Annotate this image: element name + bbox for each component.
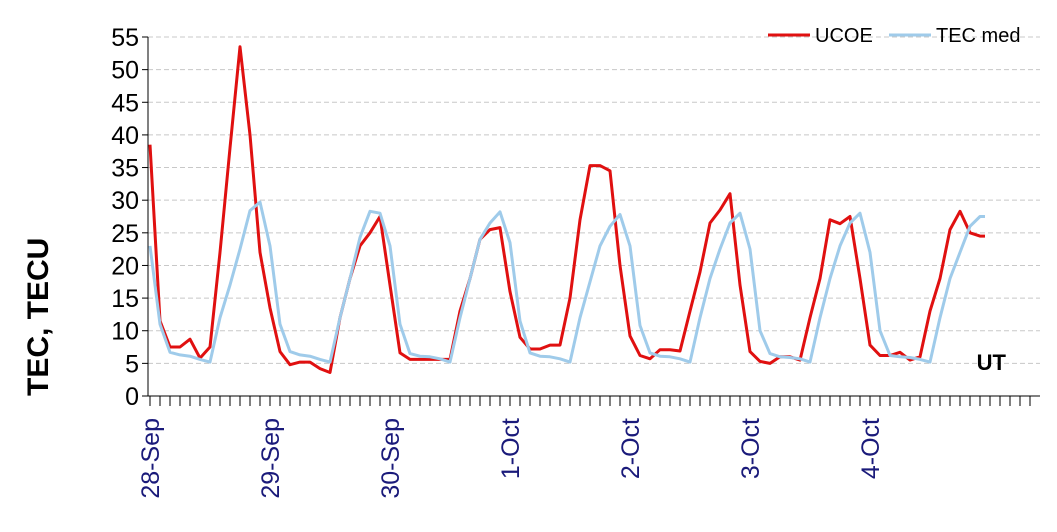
y-tick-labels: 0 5 10 15 20 25 30 35 40 45 50 55: [111, 24, 139, 411]
x-tick-label: 2-Oct: [617, 418, 645, 479]
y-tick-label: 55: [111, 24, 139, 52]
series-line-ucoe: [148, 45, 985, 374]
x-tick-label: 4-Oct: [857, 418, 885, 479]
series-lines: [148, 45, 985, 374]
series-line-tec-med: [148, 200, 985, 364]
x-axis-label: UT: [977, 350, 1007, 375]
y-tick-label: 10: [111, 318, 139, 346]
x-tick-label: 3-Oct: [737, 418, 765, 479]
x-tick-labels: 28-Sep 29-Sep 30-Sep 1-Oct 2-Oct 3-Oct 4-Oct: [137, 418, 885, 499]
axes: [142, 36, 1040, 406]
y-tick-label: 25: [111, 220, 139, 248]
gridlines: [148, 36, 1040, 364]
legend-label: TEC med: [936, 25, 1020, 47]
y-tick-label: 0: [125, 383, 139, 411]
x-tick-label: 30-Sep: [377, 418, 405, 499]
y-tick-label: 5: [125, 350, 139, 378]
x-tick-label: 29-Sep: [257, 418, 285, 499]
y-tick-label: 45: [111, 89, 139, 117]
x-tick-label: 28-Sep: [137, 418, 165, 499]
legend-label: UCOE: [815, 25, 873, 47]
y-axis-label: TEC, TECU: [22, 237, 55, 396]
y-tick-label: 50: [111, 57, 139, 85]
y-tick-label: 35: [111, 155, 139, 183]
legend: UCOE TEC med: [768, 25, 1020, 47]
y-tick-label: 30: [111, 187, 139, 215]
y-tick-label: 40: [111, 122, 139, 150]
y-tick-label: 15: [111, 285, 139, 313]
x-tick-label: 1-Oct: [497, 418, 525, 479]
y-tick-label: 20: [111, 252, 139, 280]
